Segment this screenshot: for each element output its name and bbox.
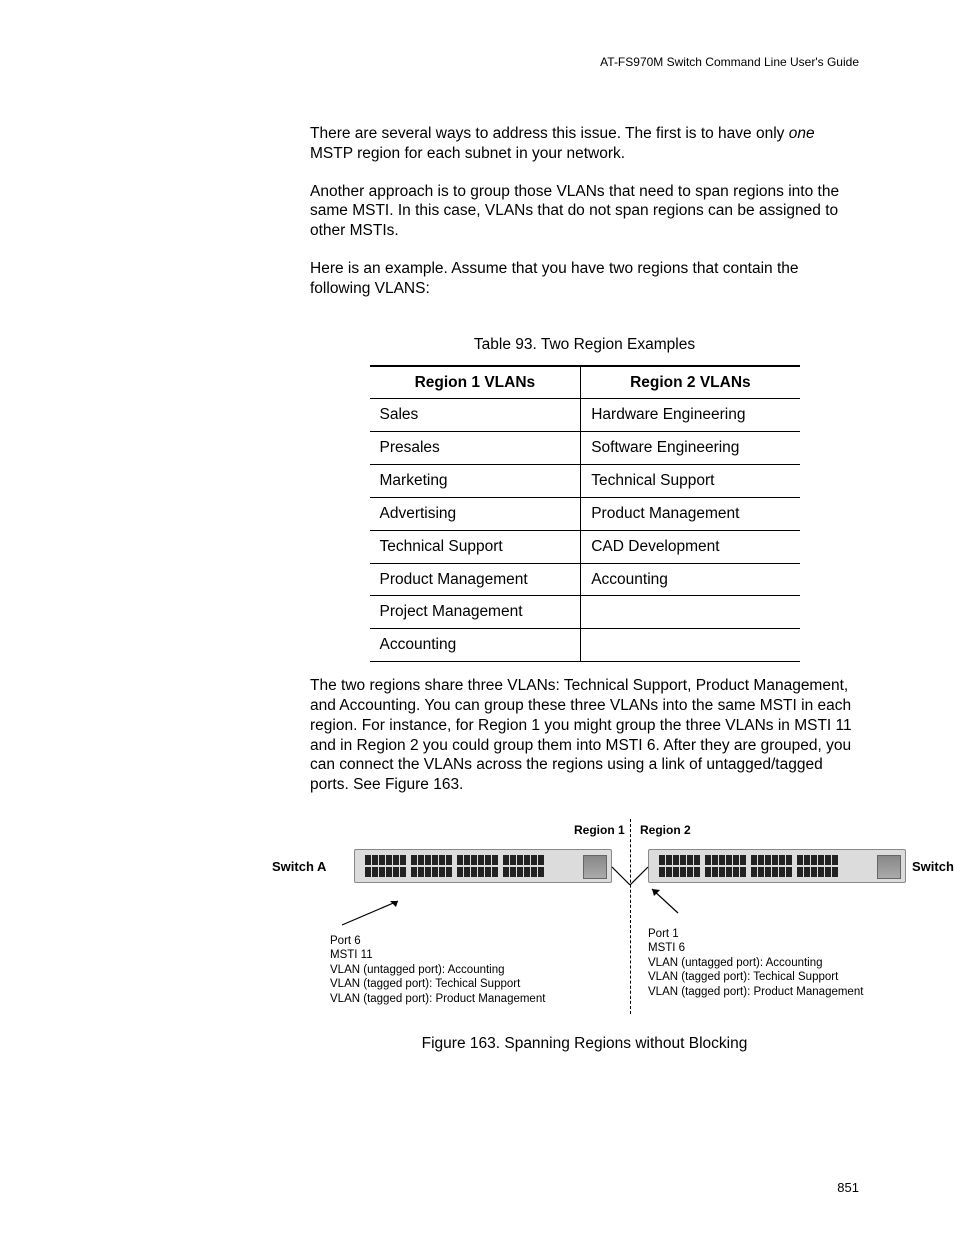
para1-b: one — [789, 125, 815, 142]
switch-b — [648, 849, 906, 883]
ports-bottom — [365, 867, 544, 877]
detail-left: Port 6MSTI 11VLAN (untagged port): Accou… — [330, 934, 545, 1006]
table-cell: Project Management — [370, 596, 581, 629]
table-row: Product ManagementAccounting — [370, 563, 800, 596]
detail-line: VLAN (tagged port): Product Management — [648, 985, 863, 999]
paragraph-3: Here is an example. Assume that you have… — [310, 259, 859, 299]
ports-top — [365, 855, 544, 865]
table-row: AdvertisingProduct Management — [370, 497, 800, 530]
detail-line: MSTI 6 — [648, 941, 863, 955]
table-cell: Technical Support — [581, 465, 800, 498]
detail-line: VLAN (tagged port): Techical Support — [648, 970, 863, 984]
inter-switch-link — [610, 865, 650, 895]
ports-top — [659, 855, 838, 865]
table-header-row: Region 1 VLANs Region 2 VLANs — [370, 366, 800, 399]
region-divider — [630, 819, 631, 1014]
switch-b-label: Switch B — [912, 859, 954, 874]
table-cell — [581, 596, 800, 629]
table-cell: CAD Development — [581, 530, 800, 563]
table-row: MarketingTechnical Support — [370, 465, 800, 498]
table-row: Accounting — [370, 629, 800, 662]
para1-a: There are several ways to address this i… — [310, 125, 789, 142]
detail-line: VLAN (untagged port): Accounting — [648, 956, 863, 970]
switch-led-block — [583, 855, 607, 879]
detail-line: Port 6 — [330, 934, 545, 948]
table-cell: Technical Support — [370, 530, 581, 563]
table-row: PresalesSoftware Engineering — [370, 432, 800, 465]
figure-caption: Figure 163. Spanning Regions without Blo… — [310, 1035, 859, 1053]
switch-a — [354, 849, 612, 883]
detail-right: Port 1MSTI 6VLAN (untagged port): Accoun… — [648, 927, 863, 999]
detail-line: VLAN (tagged port): Product Management — [330, 992, 545, 1006]
col-region1: Region 1 VLANs — [370, 366, 581, 399]
table-cell: Product Management — [581, 497, 800, 530]
paragraph-2: Another approach is to group those VLANs… — [310, 182, 859, 241]
table-cell: Product Management — [370, 563, 581, 596]
switch-a-label: Switch A — [272, 859, 326, 874]
paragraph-1: There are several ways to address this i… — [310, 124, 859, 164]
detail-line: VLAN (tagged port): Techical Support — [330, 977, 545, 991]
table-cell: Sales — [370, 399, 581, 432]
table-cell: Hardware Engineering — [581, 399, 800, 432]
switch-led-block — [877, 855, 901, 879]
table-cell: Marketing — [370, 465, 581, 498]
table-row: Technical SupportCAD Development — [370, 530, 800, 563]
table-caption: Table 93. Two Region Examples — [310, 335, 859, 355]
ports-bottom — [659, 867, 838, 877]
figure-163: Region 1 Region 2 Switch A Switch B — [280, 819, 954, 1029]
page-number: 851 — [837, 1180, 859, 1195]
table-row: SalesHardware Engineering — [370, 399, 800, 432]
table-cell: Accounting — [581, 563, 800, 596]
arrow-left-icon — [340, 899, 405, 927]
region1-label: Region 1 — [574, 823, 625, 837]
doc-header: AT-FS970M Switch Command Line User's Gui… — [95, 55, 859, 69]
detail-line: MSTI 11 — [330, 948, 545, 962]
arrow-right-icon — [650, 887, 690, 915]
detail-line: VLAN (untagged port): Accounting — [330, 963, 545, 977]
table-cell: Presales — [370, 432, 581, 465]
table-cell: Advertising — [370, 497, 581, 530]
vlan-table: Region 1 VLANs Region 2 VLANs SalesHardw… — [370, 365, 800, 662]
table-cell: Software Engineering — [581, 432, 800, 465]
table-row: Project Management — [370, 596, 800, 629]
table-cell: Accounting — [370, 629, 581, 662]
table-cell — [581, 629, 800, 662]
paragraph-4: The two regions share three VLANs: Techn… — [310, 676, 859, 795]
region2-label: Region 2 — [640, 823, 691, 837]
col-region2: Region 2 VLANs — [581, 366, 800, 399]
body-content: There are several ways to address this i… — [310, 124, 859, 795]
para1-c: MSTP region for each subnet in your netw… — [310, 145, 625, 162]
detail-line: Port 1 — [648, 927, 863, 941]
